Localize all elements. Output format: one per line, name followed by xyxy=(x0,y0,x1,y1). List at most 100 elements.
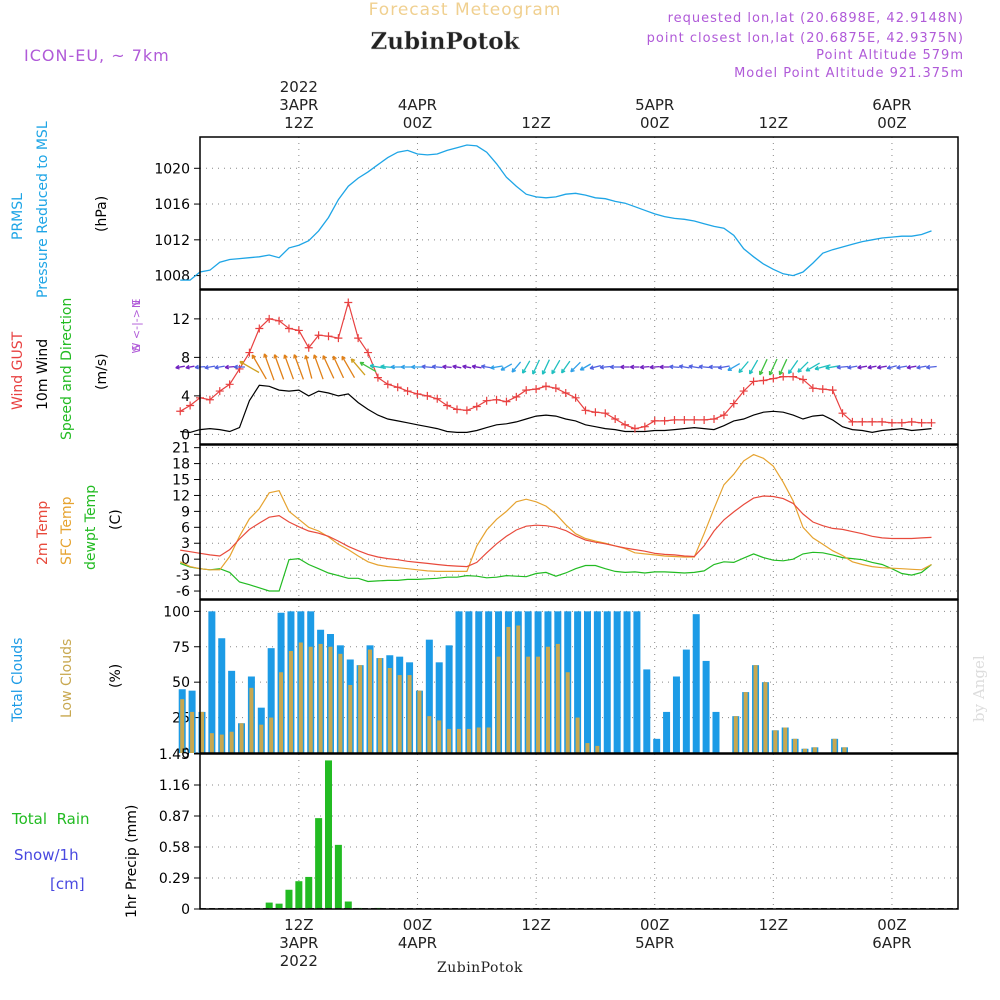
wind-arrow xyxy=(541,359,550,375)
wind-arrow xyxy=(214,364,225,370)
gust-point xyxy=(551,384,560,393)
low-cloud-bar xyxy=(219,734,224,753)
y-tick-label: 50 xyxy=(172,675,190,691)
wind-dir-label: Speed and Direction xyxy=(59,298,75,440)
wind-arrow xyxy=(778,358,788,376)
low-cloud-bar xyxy=(417,690,422,753)
low-cloud-bar xyxy=(763,682,768,753)
pressure-label-1: PRMSL xyxy=(10,193,26,240)
time-label: 00Z xyxy=(640,114,669,132)
rain-bar xyxy=(325,760,333,909)
precip-frame xyxy=(199,753,959,910)
total-cloud-bar xyxy=(643,669,651,753)
low-cloud-bar xyxy=(397,675,402,753)
rain-bars xyxy=(200,760,958,909)
rain-bar xyxy=(315,818,323,909)
footer-location: ZubinPotok xyxy=(437,960,523,976)
gust-point xyxy=(907,417,916,426)
gust-point xyxy=(828,386,837,395)
low-cloud-bar xyxy=(348,685,353,753)
low-cloud-bar xyxy=(229,731,234,753)
wind-arrow xyxy=(313,354,324,380)
wind-arrow xyxy=(805,362,820,372)
wind-arrow xyxy=(727,363,741,372)
gust-point xyxy=(245,348,254,357)
point-altitude: Point Altitude 579m xyxy=(816,48,964,63)
y-tick-label: 21 xyxy=(172,441,190,457)
pressure-label-2: Pressure Reduced to MSL xyxy=(35,121,51,298)
y-tick-label: 1020 xyxy=(154,161,190,177)
low-cloud-bar xyxy=(496,656,501,753)
time-label: 00Z xyxy=(877,916,906,934)
y-tick-label: 9 xyxy=(181,504,190,520)
y-tick-label: 4 xyxy=(181,389,190,405)
dewpt-label: dewpt Temp xyxy=(83,485,99,570)
wind-arrow xyxy=(867,364,877,370)
gust-point xyxy=(344,298,353,307)
wind-arrow xyxy=(175,364,185,370)
low-cloud-bar xyxy=(476,727,481,753)
gust-point xyxy=(690,415,699,424)
rain-bar xyxy=(275,903,283,909)
total-cloud-bar xyxy=(465,611,473,753)
y-tick-label: 75 xyxy=(172,640,190,656)
wind-direction-arrows xyxy=(175,353,937,381)
gust-point xyxy=(729,399,738,408)
wind-arrow xyxy=(341,355,356,379)
wind-arrow xyxy=(452,364,462,370)
gust-point xyxy=(581,406,590,415)
compass-legend: N W <-|-> E S xyxy=(130,299,143,354)
wind-panel: Wind GUST 10m Wind Speed and Direction (… xyxy=(10,298,937,443)
compass-s: S xyxy=(130,344,143,351)
wind-arrow xyxy=(906,364,917,370)
wind-arrow xyxy=(224,364,235,370)
gust-point xyxy=(522,386,531,395)
gust-point xyxy=(798,375,807,384)
y-tick-label: 0.29 xyxy=(159,871,190,887)
gust-point xyxy=(927,418,936,427)
gust-point xyxy=(354,334,363,343)
wind-arrow xyxy=(639,364,650,370)
time-label: 6APR xyxy=(872,934,911,952)
y-tick-label: 12 xyxy=(172,488,190,504)
wind-arrow xyxy=(630,364,640,370)
total-clouds-label: Total Clouds xyxy=(10,638,26,723)
pressure-y-ticks: 1008 1012 1016 1020 xyxy=(154,161,200,285)
time-label: 5APR xyxy=(635,934,674,952)
location-title: ZubinPotok xyxy=(371,28,521,55)
wind-arrow xyxy=(471,364,482,370)
temp2m-label: 2m Temp xyxy=(35,501,51,565)
gust-point xyxy=(561,388,570,397)
time-label: 12Z xyxy=(521,916,550,934)
sfc-temp-line xyxy=(179,453,932,572)
low-cloud-bar xyxy=(545,646,550,753)
temp2m-line xyxy=(180,495,932,568)
wind-arrow xyxy=(579,363,592,371)
total-cloud-bar xyxy=(228,670,236,753)
wind-arrow xyxy=(239,360,260,374)
gust-point xyxy=(897,418,906,427)
low-cloud-bar xyxy=(199,711,204,753)
wind-arrow xyxy=(659,364,670,370)
wind-arrow xyxy=(442,364,452,370)
low-cloud-bar xyxy=(318,643,323,753)
dewpoint-line xyxy=(179,551,932,592)
y-tick-label: 18 xyxy=(172,457,190,473)
gust-point xyxy=(532,385,541,394)
wind-arrow xyxy=(678,364,690,370)
gust-point xyxy=(502,397,511,406)
low-cloud-bar xyxy=(358,665,363,753)
rain-bar xyxy=(344,901,352,909)
low-cloud-bar xyxy=(832,738,837,753)
low-cloud-bar xyxy=(585,743,590,753)
low-cloud-bar xyxy=(456,728,461,753)
time-label: 12Z xyxy=(284,916,313,934)
precip-panel: Total Rain Snow/1h [cm] 1hr Precip (mm) … xyxy=(11,747,958,918)
wind-arrow xyxy=(462,364,472,370)
time-label: 3APR xyxy=(279,934,318,952)
wind-speed-line xyxy=(180,384,932,434)
low-cloud-bar xyxy=(526,656,531,753)
wind-arrow xyxy=(551,359,561,375)
y-tick-label: 15 xyxy=(172,473,190,489)
